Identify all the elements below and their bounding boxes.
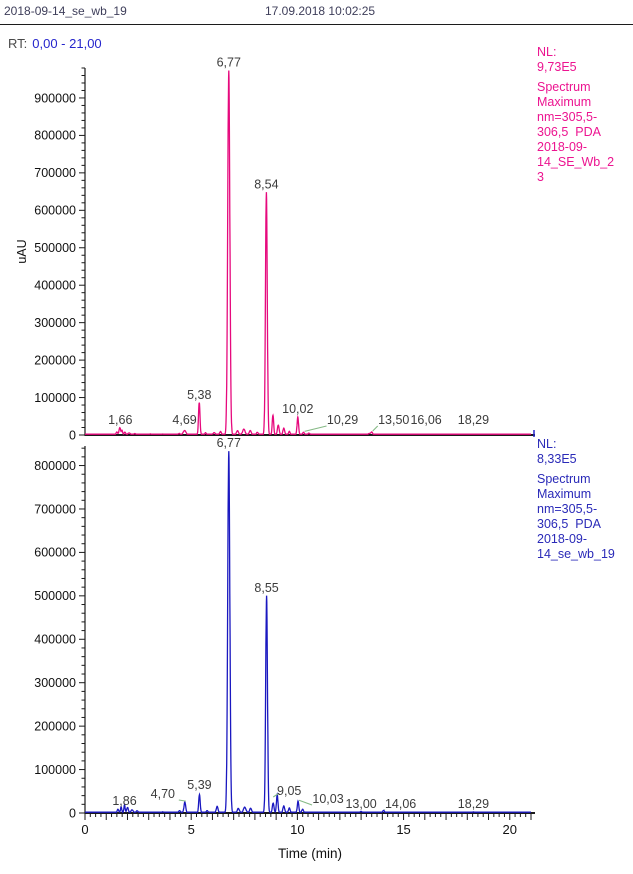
peak-label: 13,00 (345, 797, 376, 811)
nl-detail-line: Spectrum (537, 472, 591, 486)
x-axis (85, 430, 535, 437)
nl-detail-line: 306,5 PDA (537, 517, 601, 531)
peak-label: 1,66 (108, 413, 132, 427)
nl-detail-line: 306,5 PDA (537, 125, 601, 139)
y-tick-label: 100000 (34, 763, 76, 777)
nl-scale-line: NL: (537, 437, 557, 451)
y-tick-label: 900000 (34, 91, 76, 105)
nl-scale-line: NL: (537, 45, 557, 59)
peak-leader-line (298, 799, 313, 806)
nl-detail-line: 2018-09- (537, 140, 588, 154)
nl-detail-line: Spectrum (537, 80, 591, 94)
header-filename: 2018-09-14_se_wb_19 (4, 4, 127, 18)
peak-label: 18,29 (458, 413, 489, 427)
nl-detail: Spectrum Maximum nm=305,5- 306,5 PDA 2018-09… (537, 80, 631, 185)
nl-scale-line: 9,73E5 (537, 60, 577, 74)
header-divider (0, 24, 633, 25)
rt-range: RT: 0,00 - 21,00 (8, 36, 102, 51)
x-tick-label: 10 (290, 822, 304, 837)
peak-label: 4,69 (172, 413, 196, 427)
header-datetime: 17.09.2018 10:02:25 (265, 4, 376, 18)
y-tick-label: 0 (69, 806, 76, 820)
x-tick-label: 5 (188, 822, 195, 837)
y-tick-label: 700000 (34, 166, 76, 180)
y-tick-label: 300000 (34, 676, 76, 690)
chromatogram-plot-top[interactable]: 0 100000 200000 300000 400000 500000 600000 700… (0, 55, 633, 442)
y-tick-label: 600000 (34, 546, 76, 560)
y-tick-label: 100000 (34, 391, 76, 405)
y-axis-title: uAU (15, 239, 29, 263)
y-tick-label: 800000 (34, 129, 76, 143)
x-tick-label: 15 (396, 822, 410, 837)
y-tick-label: 200000 (34, 353, 76, 367)
y-tick-label: 600000 (34, 204, 76, 218)
nl-scale-line: 8,33E5 (537, 452, 577, 466)
nl-detail-line: Maximum (537, 95, 592, 109)
peak-labels: 1,86 4,70 5,39 6,77 8,55 9,05 10,03 13,00 14,06 1… (112, 436, 489, 811)
peak-label: 1,86 (112, 794, 136, 808)
peak-label: 18,29 (458, 797, 489, 811)
nl-detail-line: 14_SE_Wb_2 (537, 155, 615, 169)
peak-label: 6,77 (217, 56, 241, 70)
peak-label: 10,02 (282, 402, 313, 416)
nl-annotation-top: NL: 9,73E5 Spectrum Maximum nm=305,5- 306,5 P… (537, 45, 631, 185)
chromatogram-plot-bottom[interactable]: 0 100000 200000 300000 400000 500000 600000 700… (0, 436, 633, 874)
peak-label: 10,03 (312, 792, 343, 806)
peak-label: 5,39 (187, 778, 211, 792)
nl-detail-line: nm=305,5- (537, 110, 598, 124)
y-tick-label: 400000 (34, 279, 76, 293)
y-tick-label: 300000 (34, 316, 76, 330)
peak-label: 13,50 (378, 413, 409, 427)
y-tick-label: 400000 (34, 633, 76, 647)
x-tick-label: 0 (81, 822, 88, 837)
nl-detail-line: 2018-09- (537, 532, 588, 546)
rt-range-value: 0,00 - 21,00 (32, 36, 102, 51)
peak-label: 14,06 (385, 797, 416, 811)
peak-leader-line (304, 425, 327, 432)
peak-leader-line (272, 793, 279, 798)
trace-top (85, 70, 531, 435)
peak-labels: 1,66 4,69 5,38 6,77 8,54 10,02 10,29 13,50 16,06… (108, 56, 489, 432)
peak-label: 8,54 (254, 177, 278, 191)
x-axis-title: Time (min) (278, 846, 342, 861)
nl-detail-line: 3 (537, 170, 544, 184)
nl-detail: Spectrum Maximum nm=305,5- 306,5 PDA 2018-09… (537, 472, 631, 562)
peak-label: 16,06 (410, 413, 441, 427)
peak-leader-line (178, 799, 186, 802)
nl-detail-line: Maximum (537, 487, 592, 501)
peak-leader-line (372, 425, 379, 432)
peak-label: 5,38 (187, 388, 211, 402)
peak-label: 4,70 (151, 787, 175, 801)
y-axis: 0 100000 200000 300000 400000 500000 600000 700… (15, 67, 86, 442)
y-tick-label: 500000 (34, 589, 76, 603)
nl-detail-line: nm=305,5- (537, 502, 598, 516)
peak-label: 10,29 (327, 413, 358, 427)
nl-annotation-bottom: NL: 8,33E5 Spectrum Maximum nm=305,5- 306,5 P… (537, 437, 631, 562)
trace-bottom (85, 451, 531, 813)
peak-label: 9,05 (277, 784, 301, 798)
rt-range-prefix: RT: (8, 36, 28, 51)
x-tick-label: 20 (503, 822, 517, 837)
y-tick-label: 0 (69, 428, 76, 442)
x-axis: 0 5 10 15 20 Time (min) (81, 812, 535, 861)
y-axis: 0 100000 200000 300000 400000 500000 600000 700… (34, 446, 86, 820)
peak-label: 8,55 (254, 581, 278, 595)
y-tick-label: 200000 (34, 719, 76, 733)
y-tick-label: 800000 (34, 459, 76, 473)
y-tick-label: 700000 (34, 502, 76, 516)
nl-detail-line: 14_se_wb_19 (537, 547, 615, 561)
y-tick-label: 500000 (34, 241, 76, 255)
peak-label: 6,77 (217, 436, 241, 450)
